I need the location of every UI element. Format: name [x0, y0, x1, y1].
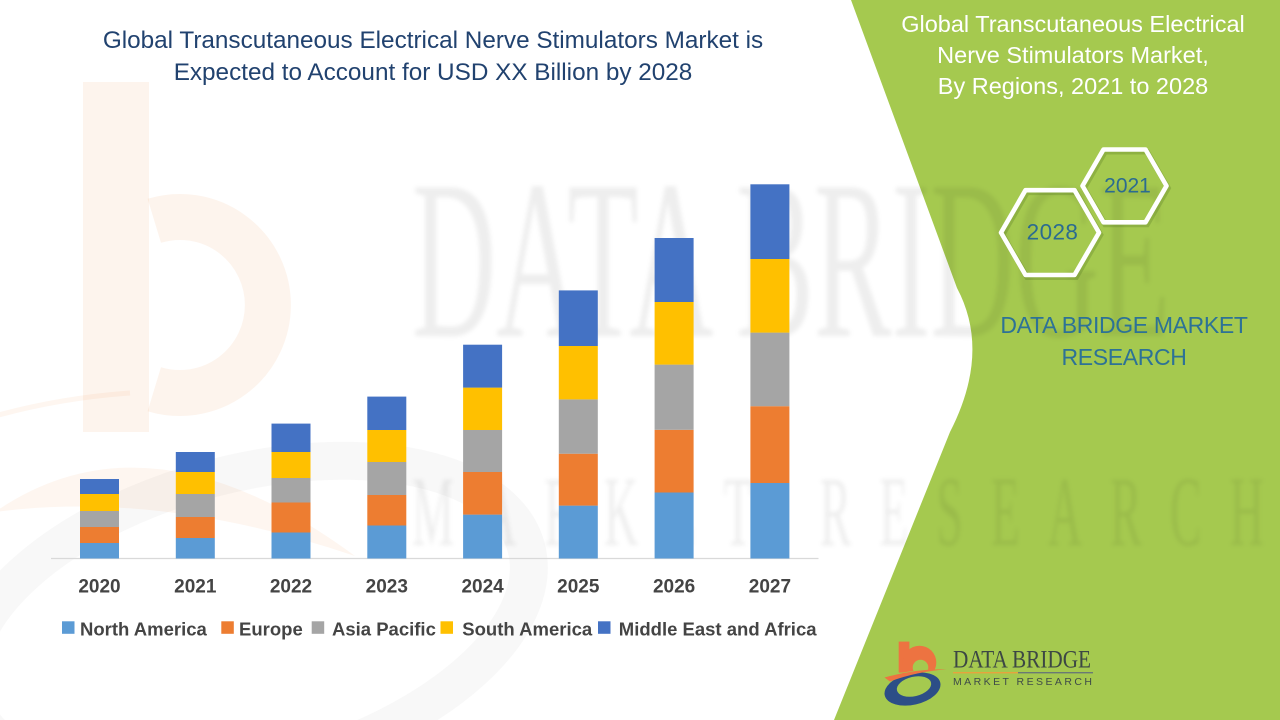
svg-text:2026: 2026: [653, 577, 695, 598]
svg-text:2023: 2023: [366, 577, 408, 598]
svg-text:North America: North America: [80, 619, 208, 640]
svg-text:2024: 2024: [461, 577, 504, 598]
svg-text:2022: 2022: [270, 577, 312, 598]
svg-text:Asia Pacific: Asia Pacific: [332, 619, 436, 640]
svg-text:2020: 2020: [78, 577, 120, 598]
svg-text:2027: 2027: [749, 577, 791, 598]
svg-text:South America: South America: [462, 619, 593, 640]
svg-text:2028: 2028: [1027, 219, 1079, 244]
svg-text:2025: 2025: [557, 577, 600, 598]
svg-text:DATA BRIDGE: DATA BRIDGE: [412, 135, 1170, 386]
svg-text:MARKET RESEARCH: MARKET RESEARCH: [953, 676, 1092, 688]
svg-text:DATA BRIDGE: DATA BRIDGE: [953, 647, 1091, 674]
svg-text:2021: 2021: [1104, 175, 1151, 198]
svg-text:Middle East and Africa: Middle East and Africa: [619, 619, 817, 640]
svg-text:MARKET RESEARCH: MARKET RESEARCH: [412, 456, 1280, 567]
svg-text:2021: 2021: [174, 577, 217, 598]
svg-text:Europe: Europe: [239, 619, 303, 640]
